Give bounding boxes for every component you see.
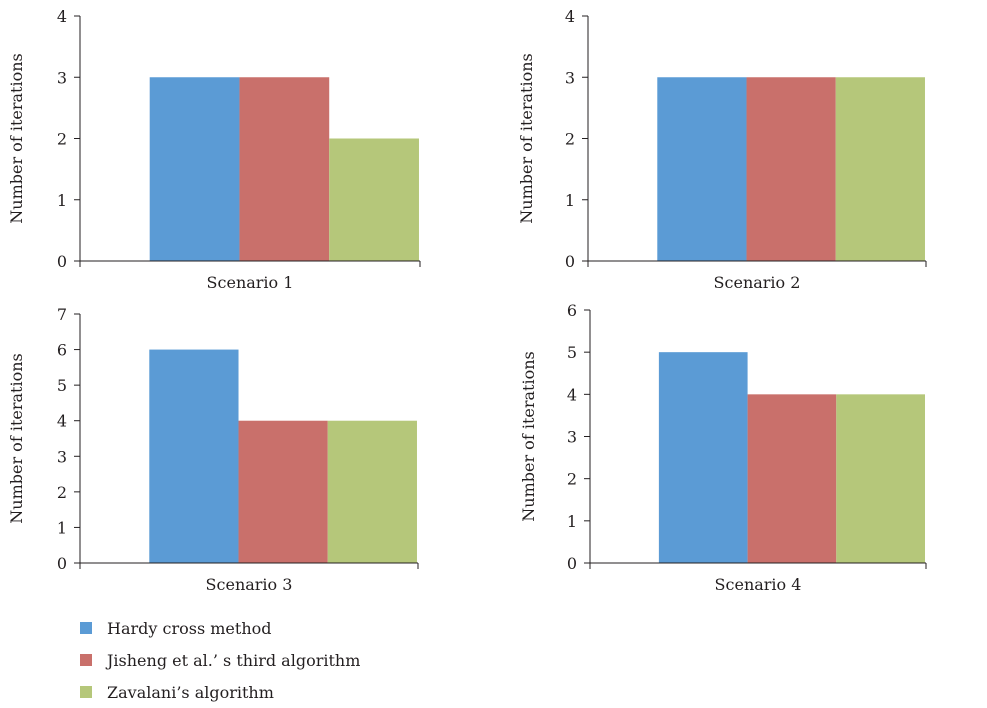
y-tick-label: 5: [567, 343, 577, 362]
bar-3: [327, 420, 417, 563]
bar-1: [657, 77, 747, 261]
y-tick-label: 4: [565, 7, 575, 26]
y-tick-label: 2: [57, 483, 67, 502]
x-category-label: Scenario 4: [715, 575, 802, 594]
y-tick-label: 5: [57, 376, 67, 395]
y-tick-label: 0: [57, 252, 67, 271]
legend: Hardy cross method Jisheng et al.’ s thi…: [80, 612, 360, 708]
y-tick-label: 7: [57, 305, 67, 324]
y-tick-label: 1: [57, 518, 67, 537]
legend-item-jisheng: Jisheng et al.’ s third algorithm: [80, 644, 360, 676]
bar-2: [239, 77, 330, 261]
y-tick-label: 2: [567, 470, 577, 489]
y-tick-label: 3: [57, 447, 67, 466]
bar-3: [836, 394, 925, 563]
y-tick-label: 1: [57, 191, 67, 210]
y-tick-label: 0: [57, 554, 67, 573]
bar-2: [747, 394, 837, 563]
x-category-label: Scenario 2: [714, 273, 801, 292]
y-tick-label: 6: [567, 301, 577, 320]
charts-figure: 0 1 2 3 4 Scenario 1 Number of iterations 0 1 2 3 4…: [7, 7, 927, 594]
bar-1: [149, 77, 240, 261]
y-tick-label: 3: [565, 68, 575, 87]
y-axis-label: Number of iterations: [7, 353, 26, 523]
legend-swatch: [80, 686, 92, 698]
legend-label: Jisheng et al.’ s third algorithm: [107, 650, 361, 670]
legend-item-zavalani: Zavalani’s algorithm: [80, 676, 360, 708]
y-tick-label: 4: [57, 7, 67, 26]
y-axis-label: Number of iterations: [519, 351, 538, 521]
y-axis-label: Number of iterations: [517, 53, 536, 223]
bar-2: [746, 77, 836, 261]
y-tick-label: 1: [567, 512, 577, 531]
bar-1: [149, 349, 239, 563]
legend-label: Zavalani’s algorithm: [107, 682, 274, 702]
bar-3: [835, 77, 925, 261]
y-tick-label: 4: [57, 412, 67, 431]
y-tick-label: 1: [565, 191, 575, 210]
y-axis-label: Number of iterations: [7, 53, 26, 223]
bar-2: [238, 420, 328, 563]
y-tick-label: 3: [57, 68, 67, 87]
y-tick-label: 6: [57, 341, 67, 360]
y-tick-label: 3: [567, 428, 577, 447]
legend-label: Hardy cross method: [107, 618, 272, 638]
legend-swatch: [80, 654, 92, 666]
legend-swatch: [80, 622, 92, 634]
y-tick-label: 0: [567, 554, 577, 573]
y-tick-label: 2: [565, 130, 575, 149]
bar-1: [658, 352, 748, 563]
legend-item-hardy-cross: Hardy cross method: [80, 612, 360, 644]
y-tick-label: 4: [567, 385, 577, 404]
bar-3: [329, 138, 419, 261]
x-category-label: Scenario 1: [207, 273, 294, 292]
x-category-label: Scenario 3: [206, 575, 293, 594]
y-tick-label: 0: [565, 252, 575, 271]
y-tick-label: 2: [57, 130, 67, 149]
